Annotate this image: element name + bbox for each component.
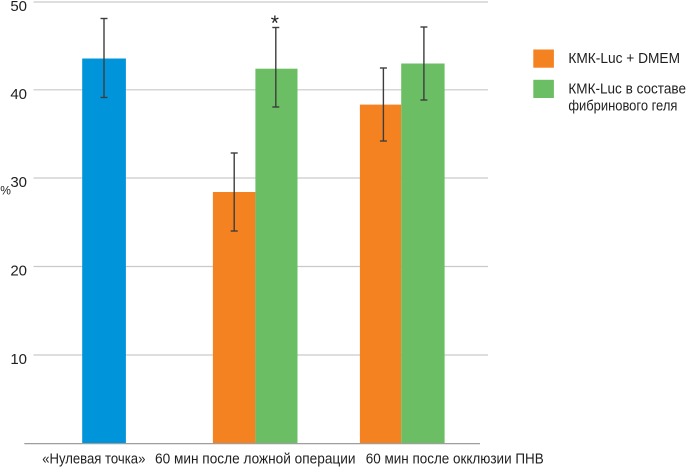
svg-text:60 мин после ложной операции: 60 мин после ложной операции bbox=[155, 452, 356, 468]
svg-text:30: 30 bbox=[10, 174, 27, 191]
svg-text:60 мин после окклюзии ПНВ: 60 мин после окклюзии ПНВ bbox=[366, 452, 544, 468]
svg-text:10: 10 bbox=[10, 351, 27, 368]
svg-text:20: 20 bbox=[10, 263, 27, 280]
svg-text:«Нулевая точка»: «Нулевая точка» bbox=[42, 452, 145, 468]
svg-text:фибринового геля: фибринового геля bbox=[568, 97, 677, 114]
svg-text:50: 50 bbox=[10, 0, 27, 15]
svg-text:%: % bbox=[0, 184, 11, 198]
svg-text:КМК-Luc в составе: КМК-Luc в составе bbox=[568, 80, 686, 97]
svg-text:40: 40 bbox=[10, 86, 27, 103]
svg-text:*: * bbox=[271, 12, 279, 35]
svg-text:КМК-Luc + DMEM: КМК-Luc + DMEM bbox=[568, 50, 680, 67]
